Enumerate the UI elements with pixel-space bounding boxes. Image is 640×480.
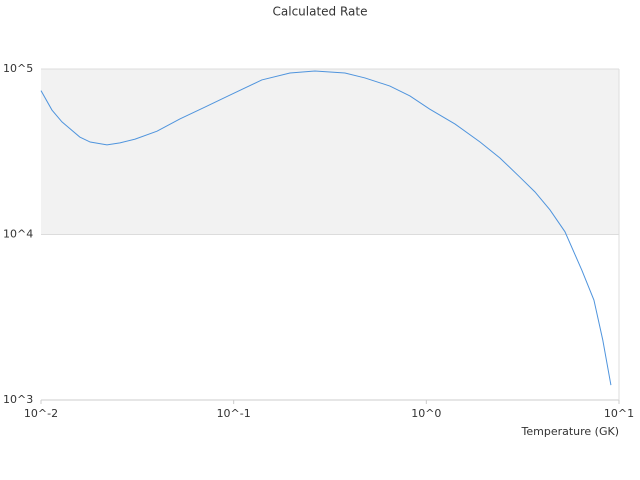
x-tick-label: 10^1 (604, 407, 634, 420)
y-tick-label: 10^4 (3, 228, 33, 241)
y-tick-label: 10^5 (3, 62, 33, 75)
y-tick-label: 10^3 (3, 393, 33, 406)
data-line (40, 70, 612, 386)
x-tick-label: 10^0 (411, 407, 441, 420)
chart-title: Calculated Rate (273, 5, 368, 19)
x-tick-label: 10^-2 (24, 407, 58, 420)
grid-band (41, 69, 619, 235)
x-tick-label: 10^-1 (217, 407, 251, 420)
x-axis-label: Temperature (GK) (521, 425, 620, 438)
